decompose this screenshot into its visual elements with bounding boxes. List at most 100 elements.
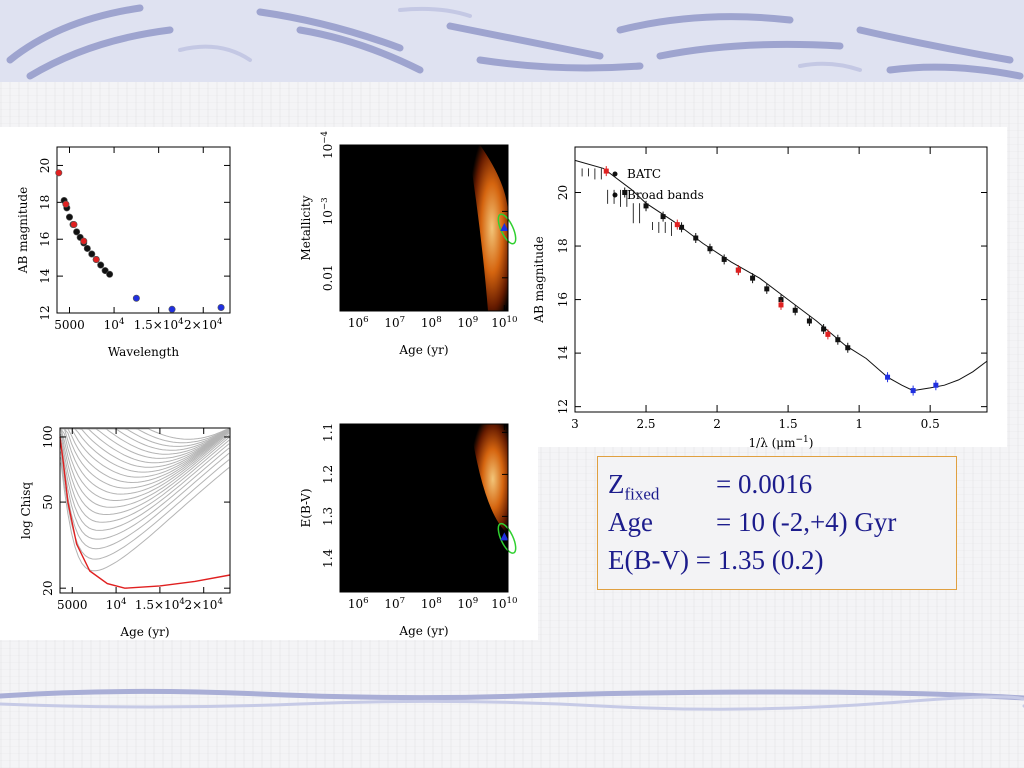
y-tick-label: 12	[556, 399, 570, 414]
model-curve-family	[60, 428, 230, 572]
photometry-point	[735, 267, 741, 273]
x-tick-label: 1.5×104	[135, 597, 185, 612]
model-curve	[60, 428, 230, 484]
photometry-point	[643, 203, 649, 209]
metallicity-result: Zfixed = 0.0016	[608, 465, 946, 503]
x-tick-label: 104	[106, 597, 127, 612]
photometry-point	[835, 337, 841, 343]
y-tick-label: 100	[41, 426, 55, 449]
x-tick-label: 109	[457, 596, 478, 611]
top-decorative-band	[0, 0, 1024, 82]
age-result: Age = 10 (-2,+4) Gyr	[608, 503, 946, 541]
x-tick-label: 2×104	[184, 597, 223, 612]
x-tick-label: 106	[348, 596, 369, 611]
model-curve	[60, 457, 230, 560]
photometry-point	[622, 190, 628, 196]
legend-label: BATC	[627, 167, 661, 181]
photometry-point	[821, 326, 827, 332]
photometry-point	[910, 388, 916, 394]
model-curve	[60, 428, 230, 516]
photometry-point	[660, 214, 666, 220]
chisq-age-chart: 5000 104 1.5×104 2×104 Age (yr) 20 50 100 log Ch…	[19, 426, 231, 639]
photometry-point	[603, 168, 609, 174]
photometry-point	[674, 222, 680, 228]
sed-wavelength-chart: 5000 104 1.5×104 2×104 Wavelength 12 14 16 18 20 A…	[16, 146, 231, 359]
y-axis-label: AB magnitude	[16, 187, 30, 274]
model-curve	[60, 433, 230, 523]
y-axis-label: Metallicity	[299, 195, 313, 260]
y-tick-label: 1.4	[321, 548, 335, 567]
x-axis-label: Age (yr)	[119, 625, 169, 639]
data-point	[92, 256, 100, 264]
y-tick-label: 18	[38, 195, 52, 210]
model-spectrum	[574, 159, 988, 392]
age-value: = 10 (-2,+4) Gyr	[716, 507, 897, 537]
x-tick-label: 108	[421, 596, 442, 611]
model-curve	[60, 428, 230, 440]
data-point	[132, 294, 140, 302]
plot-frame	[59, 427, 231, 594]
y-tick-label: 20	[556, 185, 570, 200]
confidence-contour	[497, 522, 517, 554]
x-tick-label: 2	[713, 417, 721, 431]
data-point	[101, 267, 109, 275]
y-tick-label: 10−4	[320, 130, 335, 159]
x-tick-label: 5000	[54, 318, 85, 332]
plot-frame	[339, 144, 509, 312]
photometry-point	[778, 302, 784, 308]
y-tick-label: 20	[38, 158, 52, 173]
sed-inverse-wavelength-chart: 3 2.5 2 1.5 1 0.5 1/λ (μm−1) 12 14 16 18 20 AB magni…	[532, 146, 988, 450]
likelihood-region	[468, 145, 508, 311]
model-curve	[60, 428, 230, 473]
ebv-result: E(B-V) = 1.35 (0.2)	[608, 541, 946, 579]
legend-marker	[612, 192, 618, 198]
right-figure-panel	[538, 127, 1007, 447]
data-point	[97, 261, 105, 269]
x-tick-label: 1	[855, 417, 863, 431]
y-tick-label: 20	[41, 581, 55, 596]
data-point	[168, 305, 176, 313]
x-tick-label: 1010	[491, 315, 517, 330]
x-tick-label: 1.5×104	[134, 317, 184, 332]
y-tick-label: 1.3	[321, 507, 335, 526]
photometry-point	[693, 235, 699, 241]
photometry-point	[845, 345, 851, 351]
fit-result-box: Zfixed = 0.0016 Age = 10 (-2,+4) Gyr E(B…	[597, 456, 957, 590]
y-tick-label: 10−3	[320, 197, 335, 225]
x-tick-label: 2×104	[184, 317, 223, 332]
x-tick-label: 106	[348, 315, 369, 330]
data-point	[106, 270, 114, 278]
y-tick-label: 14	[38, 268, 52, 284]
model-curve	[60, 428, 230, 508]
age-label: Age	[608, 507, 653, 537]
data-point	[73, 228, 81, 236]
model-curve	[60, 428, 230, 478]
x-tick-label: 3	[571, 417, 579, 431]
data-point	[217, 303, 225, 311]
best-fit-chisq-curve	[59, 436, 231, 589]
x-tick-label: 107	[384, 315, 405, 330]
likelihood-region	[470, 424, 508, 534]
y-axis-label: AB magnitude	[532, 236, 546, 323]
model-curve	[60, 428, 230, 489]
data-point	[88, 250, 96, 258]
photometry-point	[764, 286, 770, 292]
x-axis-label: Wavelength	[108, 345, 179, 359]
x-tick-label: 0.5	[921, 417, 940, 431]
y-tick-label: 12	[38, 305, 52, 320]
model-curve	[60, 445, 230, 540]
y-axis-label: log Chisq	[19, 482, 33, 539]
y-tick-label: 1.2	[321, 465, 335, 484]
z-subscript: fixed	[624, 484, 660, 504]
y-tick-label: 1.1	[321, 423, 335, 442]
x-tick-label: 107	[384, 596, 405, 611]
ebv-age-chart: 106 107 108 109 1010 Age (yr) 1.1 1.2 1.3 1.4 E(B-…	[299, 423, 517, 638]
z-symbol: Z	[608, 469, 625, 499]
data-point	[62, 200, 70, 208]
ebv-text: E(B-V) = 1.35 (0.2)	[608, 545, 824, 575]
x-tick-label: 2.5	[636, 417, 655, 431]
photometry-point	[933, 382, 939, 388]
photometry-point	[825, 331, 831, 337]
model-curve	[60, 462, 230, 572]
metallicity-age-chart: 106 107 108 109 1010 Age (yr) 0.01 10−3 10−4 Meta…	[299, 130, 517, 357]
